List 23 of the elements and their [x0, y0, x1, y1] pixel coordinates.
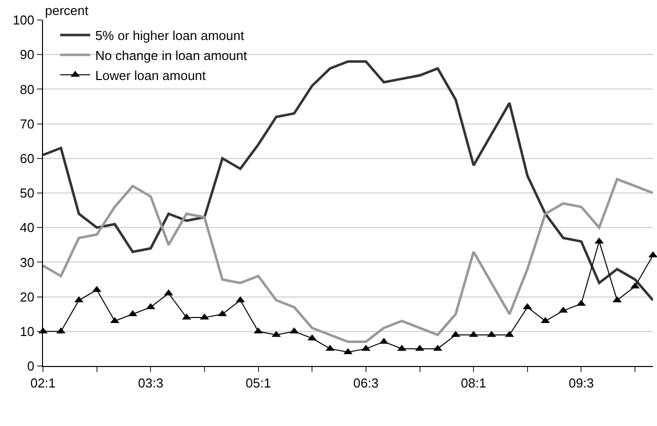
y-tick-label: 60 [20, 150, 34, 166]
y-tick-label: 30 [20, 254, 34, 270]
x-tick-label: 08:1 [460, 376, 486, 391]
legend-label: No change in loan amount [95, 48, 248, 63]
y-tick-label: 50 [20, 186, 34, 201]
line-series [43, 178, 653, 344]
y-tick-label: 20 [20, 289, 34, 304]
y-tick-label: 10 [20, 324, 34, 339]
y-tick-label: 80 [20, 82, 34, 97]
y-tick-label: 90 [20, 47, 34, 62]
x-tick-label: 09:3 [568, 376, 594, 391]
point [648, 251, 657, 258]
x-tick-label: 03:3 [138, 376, 164, 391]
legend-label: 5% or higher loan amount [95, 28, 244, 44]
y-tick-label: 0 [27, 358, 34, 374]
y-axis-title: percent [45, 3, 89, 18]
x-tick-label: 02:1 [30, 376, 56, 391]
y-tick-label: 40 [20, 220, 34, 236]
x-tick-label: 06:3 [353, 376, 379, 391]
legend-label: Lower loan amount [95, 68, 206, 83]
x-tick-label: 05:1 [246, 376, 271, 391]
y-tick-label: 70 [20, 116, 34, 132]
y-tick-label: 100 [12, 12, 34, 28]
